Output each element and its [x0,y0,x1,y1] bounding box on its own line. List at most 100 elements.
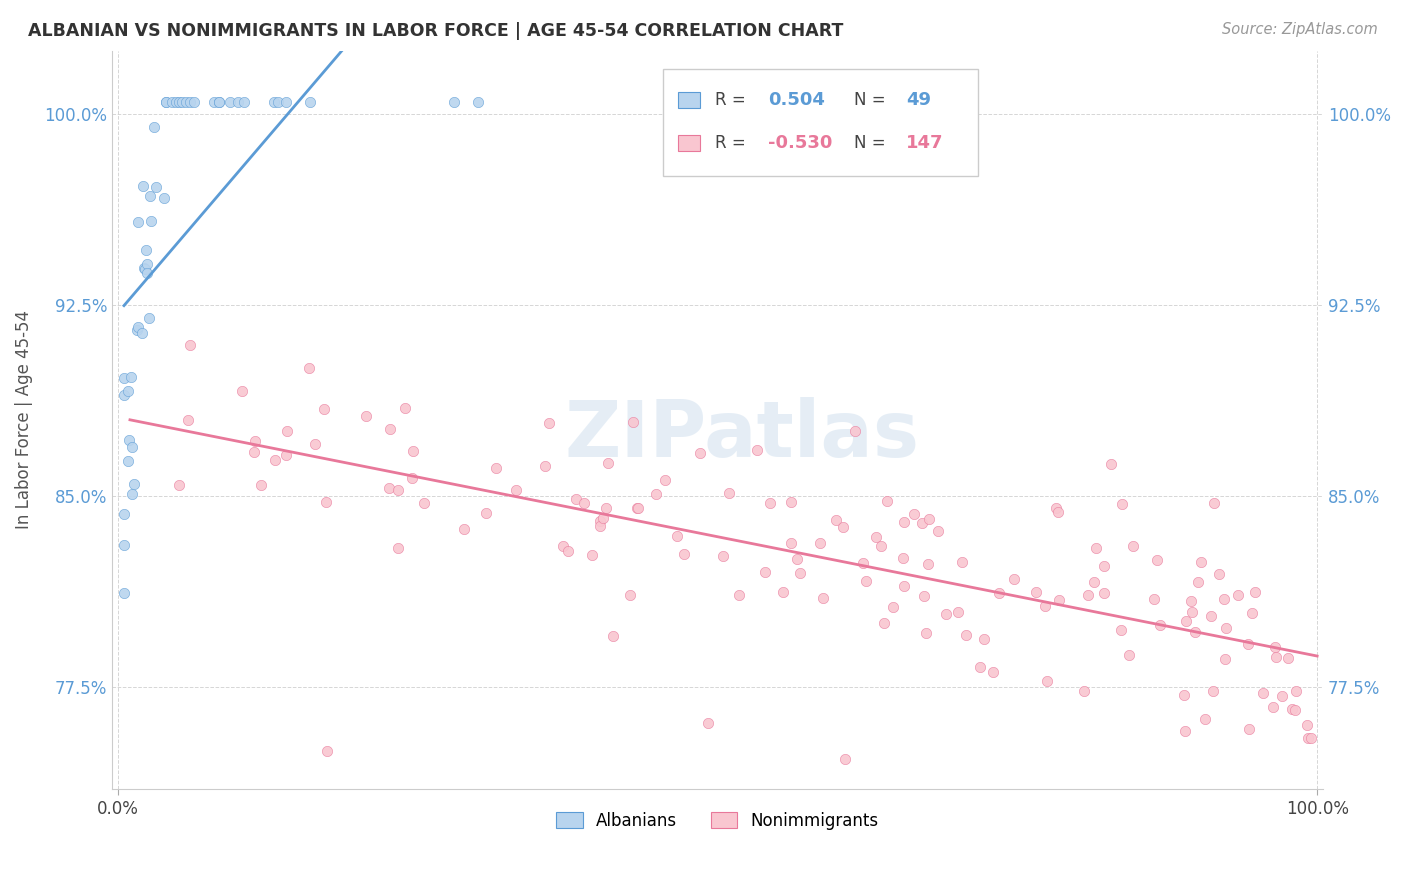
Point [127,320,149,334]
Point [1118,648,1140,662]
Point [626,500,648,515]
Point [226,95,249,109]
Point [354,409,377,424]
Point [112,508,135,522]
Point [1208,566,1230,581]
Point [316,744,339,758]
Point [127,323,149,337]
Point [402,443,425,458]
Point [834,752,856,766]
Text: ZIPatlas: ZIPatlas [564,397,920,473]
Point [274,95,297,109]
Text: ALBANIAN VS NONIMMIGRANTS IN LABOR FORCE | AGE 45-54 CORRELATION CHART: ALBANIAN VS NONIMMIGRANTS IN LABOR FORCE… [28,22,844,40]
Point [387,483,409,497]
Point [1201,609,1223,624]
Point [935,607,957,621]
Point [394,401,416,415]
Point [619,589,641,603]
Point [1213,652,1236,666]
Point [112,586,135,600]
Point [1047,592,1070,607]
Point [112,538,135,552]
Point [1299,731,1322,746]
Point [745,443,768,458]
Text: N =: N = [853,134,891,152]
Point [870,540,893,554]
Point [127,215,149,229]
Point [754,565,776,579]
Point [1025,584,1047,599]
Point [276,424,298,438]
Point [882,599,904,614]
Point [865,530,887,544]
Point [1143,591,1166,606]
Point [588,514,610,528]
Point [117,454,139,468]
Point [401,471,423,485]
Point [780,494,803,508]
Point [912,590,935,604]
Point [973,632,995,647]
Point [1261,699,1284,714]
Point [1187,575,1209,590]
Point [117,384,139,399]
Point [1277,651,1299,665]
Point [1033,599,1056,613]
Point [1215,621,1237,635]
Point [1241,607,1264,621]
Point [1122,539,1144,553]
Point [1099,457,1122,471]
Y-axis label: In Labor Force | Age 45-54: In Labor Force | Age 45-54 [15,310,32,530]
Point [263,95,285,109]
Point [1092,586,1115,600]
Text: Source: ZipAtlas.com: Source: ZipAtlas.com [1222,22,1378,37]
Point [1149,618,1171,632]
Point [1237,722,1260,736]
Point [267,95,290,109]
Point [852,556,875,570]
Point [598,456,620,470]
Point [298,95,321,109]
Point [1045,501,1067,516]
Point [1201,684,1223,698]
Point [1180,593,1202,607]
Point [207,95,229,109]
Text: N =: N = [853,91,891,109]
Point [789,566,811,580]
Point [378,422,401,436]
Point [581,548,603,562]
Point [983,665,1005,680]
Point [772,585,794,599]
Point [969,659,991,673]
Point [1184,624,1206,639]
Point [315,495,337,509]
Point [915,626,938,640]
Point [872,615,894,630]
Point [553,539,575,553]
Point [1092,559,1115,574]
Point [1111,497,1133,511]
Point [1285,684,1308,698]
Point [120,370,142,384]
FancyBboxPatch shape [664,70,979,177]
Point [136,257,159,271]
Point [485,461,508,475]
Point [132,179,155,194]
Point [689,446,711,460]
Point [1173,688,1195,702]
Point [1251,686,1274,700]
Point [876,494,898,508]
Point [160,95,183,109]
Point [165,95,187,109]
Point [153,191,176,205]
Point [202,95,225,109]
FancyBboxPatch shape [678,135,700,151]
Point [1236,637,1258,651]
Point [1263,640,1285,654]
Point [1109,624,1132,638]
Point [208,95,231,109]
Point [696,715,718,730]
Point [592,511,614,525]
Point [666,529,689,543]
Point [1296,718,1319,732]
